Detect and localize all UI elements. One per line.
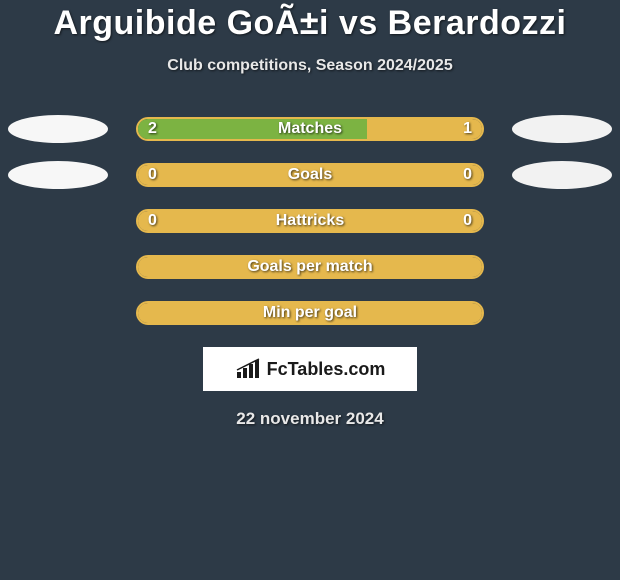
stat-row: Goals per match	[0, 255, 620, 279]
left-value: 0	[148, 211, 157, 231]
stat-row: Min per goal	[0, 301, 620, 325]
right-value: 1	[463, 119, 472, 139]
stat-label: Min per goal	[138, 303, 482, 323]
stat-label: Hattricks	[138, 211, 482, 231]
stat-label: Goals	[138, 165, 482, 185]
right-value: 0	[463, 211, 472, 231]
stat-bar: Goals0 0	[136, 163, 484, 187]
left-value: 2	[148, 119, 157, 139]
stat-bar: Goals per match	[136, 255, 484, 279]
stat-label: Matches	[138, 119, 482, 139]
right-ellipse	[512, 161, 612, 189]
brand-name: FcTables.com	[267, 359, 386, 380]
comparison-widget: Arguibide GoÃ±i vs Berardozzi Club compe…	[0, 0, 620, 429]
stat-row: Goals0 0	[0, 163, 620, 187]
stat-label: Goals per match	[138, 257, 482, 277]
page-title: Arguibide GoÃ±i vs Berardozzi	[0, 4, 620, 43]
left-ellipse	[8, 161, 108, 189]
chart-bars-icon	[235, 358, 261, 380]
right-value: 0	[463, 165, 472, 185]
stat-bar: Matches2 1	[136, 117, 484, 141]
stats-list: Matches21Goals00Hattricks00Goals per mat…	[0, 117, 620, 325]
footer-date: 22 november 2024	[0, 409, 620, 429]
right-ellipse	[512, 115, 612, 143]
stat-bar: Min per goal	[136, 301, 484, 325]
stat-bar: Hattricks0 0	[136, 209, 484, 233]
subtitle: Club competitions, Season 2024/2025	[0, 57, 620, 75]
stat-row: Matches2 1	[0, 117, 620, 141]
brand-logo[interactable]: FcTables.com	[203, 347, 417, 391]
stat-row: Hattricks0 0	[0, 209, 620, 233]
left-value: 0	[148, 165, 157, 185]
left-ellipse	[8, 115, 108, 143]
